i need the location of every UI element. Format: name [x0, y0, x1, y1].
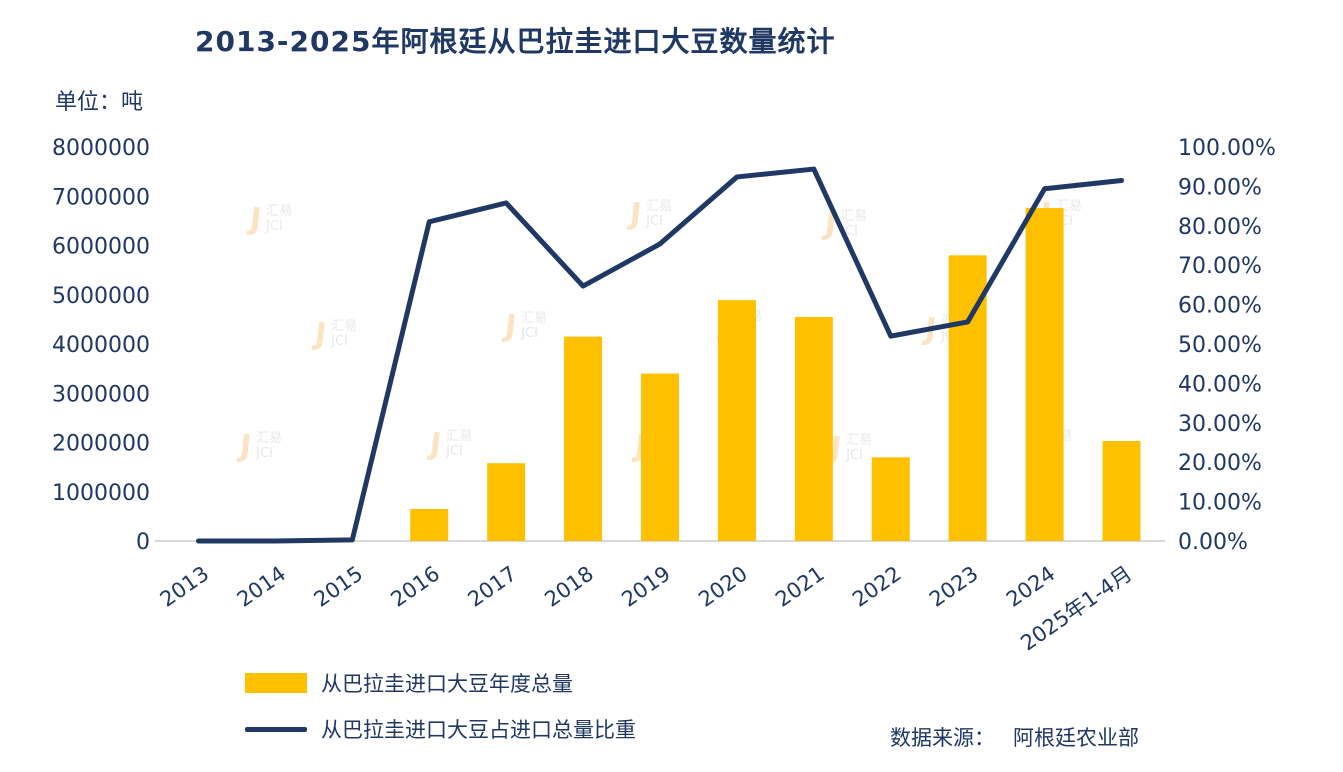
- right-axis-tick: 70.00%: [1178, 254, 1262, 279]
- right-axis-tick: 90.00%: [1178, 175, 1262, 200]
- right-axis-tick: 40.00%: [1178, 372, 1262, 397]
- x-label-2018: 2018: [540, 561, 598, 611]
- right-axis-tick: 20.00%: [1178, 451, 1262, 476]
- bar-2022: [871, 457, 910, 541]
- left-axis-tick: 2000000: [52, 432, 150, 457]
- x-label-2022: 2022: [848, 561, 906, 611]
- legend-label-bar: 从巴拉圭进口大豆年度总量: [321, 672, 573, 696]
- bar-2020: [717, 300, 756, 541]
- bar-2019: [641, 373, 679, 541]
- left-axis-tick: 7000000: [52, 185, 150, 210]
- legend-label-line: 从巴拉圭进口大豆占进口总量比重: [321, 718, 636, 742]
- bar-2017: [487, 463, 526, 541]
- x-label-2016: 2016: [387, 561, 445, 611]
- bar-2025年1-4月: [1102, 441, 1141, 541]
- bar-2016: [410, 508, 449, 541]
- x-label-2020: 2020: [694, 561, 752, 611]
- left-axis-tick: 5000000: [52, 284, 150, 309]
- bar-swatch: [245, 673, 307, 693]
- right-axis-tick: 50.00%: [1178, 333, 1262, 358]
- x-label-2019: 2019: [617, 561, 675, 611]
- unit-label: 单位：吨: [55, 90, 144, 115]
- right-axis-tick: 0.00%: [1178, 530, 1248, 555]
- legend: 从巴拉圭进口大豆年度总量 从巴拉圭进口大豆占进口总量比重: [245, 668, 636, 744]
- right-axis-tick: 30.00%: [1178, 412, 1262, 437]
- source-value: 阿根廷农业部: [1013, 726, 1139, 750]
- chart-title: 2013-2025年阿根廷从巴拉圭进口大豆数量统计: [195, 25, 836, 58]
- legend-item-bar: 从巴拉圭进口大豆年度总量: [245, 668, 636, 698]
- legend-item-line: 从巴拉圭进口大豆占进口总量比重: [245, 714, 636, 744]
- left-axis-tick: 4000000: [52, 333, 150, 358]
- left-axis-tick: 8000000: [52, 136, 150, 161]
- x-label-2013: 2013: [156, 561, 214, 611]
- left-axis-tick: 1000000: [52, 481, 150, 506]
- x-label-2021: 2021: [771, 561, 829, 611]
- left-axis-tick: 6000000: [52, 235, 150, 260]
- left-axis-tick: 0: [136, 530, 150, 555]
- right-axis-tick: 10.00%: [1178, 491, 1262, 516]
- data-source: 数据来源： 阿根廷农业部: [890, 722, 1139, 752]
- right-axis-tick: 60.00%: [1178, 294, 1262, 319]
- x-label-2014: 2014: [233, 561, 291, 611]
- right-axis-tick: 80.00%: [1178, 215, 1262, 240]
- x-label-2023: 2023: [925, 561, 983, 611]
- right-axis-tick: 100.00%: [1178, 136, 1276, 161]
- bar-2018: [564, 336, 603, 541]
- line-swatch: [245, 726, 307, 732]
- x-label-2024: 2024: [1002, 561, 1060, 611]
- trend-line: [195, 166, 1125, 544]
- x-label-2015: 2015: [310, 561, 368, 611]
- left-axis-tick: 3000000: [52, 382, 150, 407]
- bar-2024: [1025, 208, 1064, 541]
- bar-2021: [794, 316, 833, 541]
- x-label-2017: 2017: [463, 561, 521, 611]
- source-label: 数据来源：: [890, 726, 995, 750]
